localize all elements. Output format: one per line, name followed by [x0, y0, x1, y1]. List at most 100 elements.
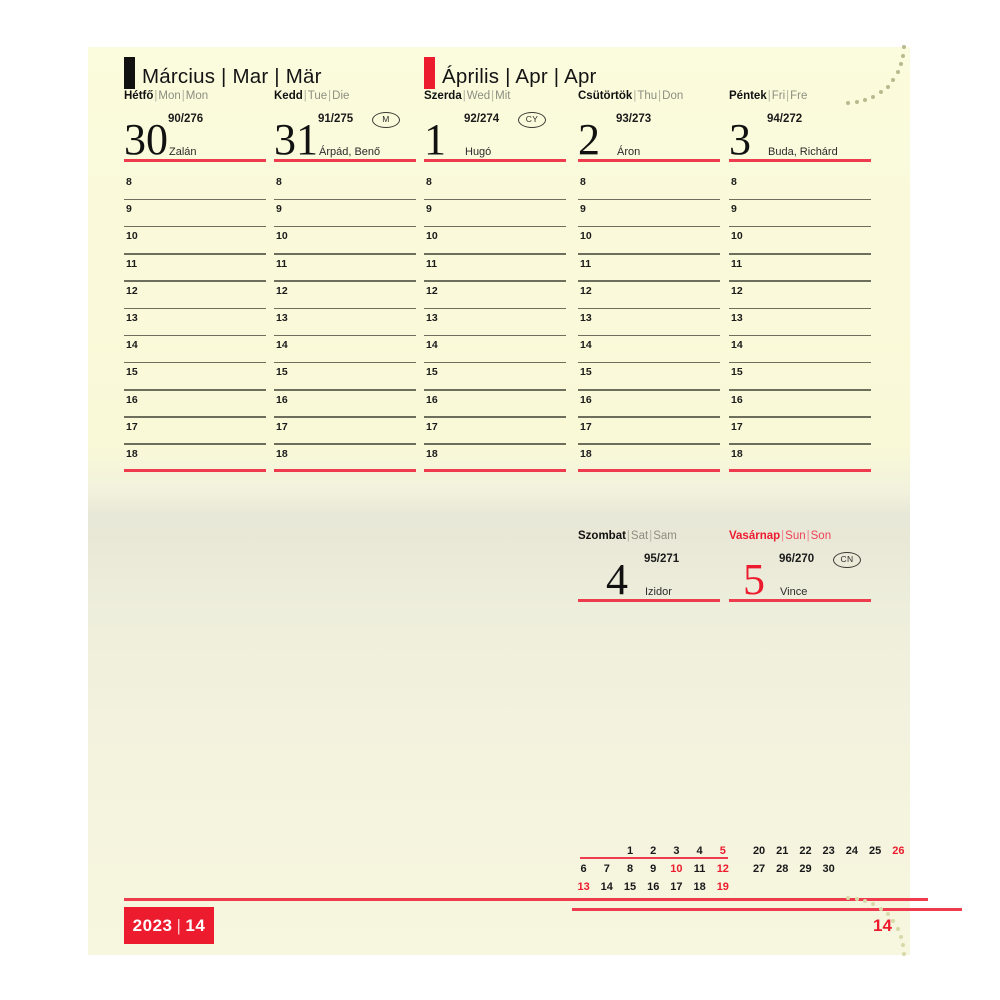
- hour-row[interactable]: 18: [124, 445, 266, 473]
- mini-calendar-day[interactable]: 28: [776, 863, 789, 875]
- hour-row[interactable]: 17: [729, 418, 871, 445]
- hour-row[interactable]: 9: [729, 200, 871, 228]
- mini-calendar-day[interactable]: [794, 878, 817, 896]
- mini-calendar-day[interactable]: 15: [623, 881, 637, 893]
- hour-row[interactable]: 14: [124, 336, 266, 364]
- hour-row[interactable]: 18: [578, 445, 720, 473]
- hour-row[interactable]: 18: [424, 445, 566, 473]
- year-week-badge[interactable]: 2023 | 14: [124, 907, 214, 944]
- mini-calendar-day[interactable]: [840, 860, 863, 878]
- mini-calendar-day[interactable]: 4: [696, 845, 703, 857]
- hour-row[interactable]: 8: [274, 173, 416, 201]
- hour-row[interactable]: 16: [729, 391, 871, 418]
- mini-calendar-day[interactable]: 17: [670, 881, 683, 893]
- hour-row[interactable]: 13: [274, 309, 416, 337]
- hour-row[interactable]: 16: [274, 391, 416, 418]
- day-column-tuesday[interactable]: Kedd|Tue|Die 31 91/275 Árpád, Benő M: [274, 90, 416, 162]
- hour-row[interactable]: 13: [424, 309, 566, 337]
- hour-row[interactable]: 11: [124, 255, 266, 282]
- mini-calendar-day[interactable]: 18: [693, 881, 706, 893]
- hour-grid-tuesday[interactable]: 8 9 10 11 12 13 14 15 16 17 18: [274, 173, 416, 473]
- hour-row[interactable]: 15: [578, 363, 720, 391]
- hour-row[interactable]: 11: [424, 255, 566, 282]
- hour-row[interactable]: 13: [578, 309, 720, 337]
- hour-row[interactable]: 17: [424, 418, 566, 445]
- hour-row[interactable]: 14: [274, 336, 416, 364]
- mini-calendar-day[interactable]: 1: [626, 845, 634, 857]
- mini-calendar-day[interactable]: 19: [716, 881, 729, 893]
- hour-row[interactable]: 11: [274, 255, 416, 282]
- hour-row[interactable]: 15: [424, 363, 566, 391]
- mini-calendar-day[interactable]: 12: [716, 863, 729, 875]
- mini-calendar-day[interactable]: 23: [822, 845, 835, 857]
- hour-row[interactable]: 9: [274, 200, 416, 228]
- day-column-monday[interactable]: Hétfő|Mon|Mon 30 90/276 Zalán: [124, 90, 266, 162]
- day-column-sunday[interactable]: Vasárnap|Sun|Son 5 96/270 Vince CN: [729, 530, 871, 602]
- day-column-friday[interactable]: Péntek|Fri|Fre 3 94/272 Buda, Richárd: [729, 90, 871, 162]
- hour-row[interactable]: 17: [274, 418, 416, 445]
- mini-calendar-day[interactable]: 25: [868, 845, 882, 857]
- mini-calendar-day[interactable]: 11: [693, 863, 706, 875]
- mini-calendar-day[interactable]: 24: [845, 845, 858, 857]
- mini-calendar-day[interactable]: 13: [577, 881, 590, 893]
- mini-calendar-day[interactable]: [863, 860, 886, 878]
- mini-calendar-day[interactable]: 5: [719, 845, 726, 857]
- hour-grid-monday[interactable]: 8 9 10 11 12 13 14 15 16 17 18: [124, 173, 266, 473]
- hour-row[interactable]: 18: [729, 445, 871, 473]
- hour-row[interactable]: 10: [274, 227, 416, 255]
- hour-row[interactable]: 12: [124, 282, 266, 309]
- hour-row[interactable]: 16: [424, 391, 566, 418]
- hour-row[interactable]: 15: [124, 363, 266, 391]
- mini-calendar-day[interactable]: [747, 878, 770, 896]
- mini-calendar-day[interactable]: [817, 878, 840, 896]
- hour-row[interactable]: 9: [578, 200, 720, 228]
- hour-row[interactable]: 9: [124, 200, 266, 228]
- hour-row[interactable]: 14: [578, 336, 720, 364]
- mini-calendar-day[interactable]: 6: [580, 863, 587, 875]
- mini-calendar-day[interactable]: 10: [670, 863, 683, 875]
- mini-month-calendar[interactable]: 1 2 3 4 5 20 21 22 23 24 25 26 6 7 8 9 10 11 12 27 28 29 30 13 1…: [572, 842, 962, 911]
- hour-grid-thursday[interactable]: 8 9 10 11 12 13 14 15 16 17 18: [578, 173, 720, 473]
- hour-row[interactable]: 9: [424, 200, 566, 228]
- hour-row[interactable]: 15: [274, 363, 416, 391]
- mini-calendar-day[interactable]: 30: [822, 863, 835, 875]
- hour-row[interactable]: 14: [729, 336, 871, 364]
- hour-row[interactable]: 12: [424, 282, 566, 309]
- hour-row[interactable]: 10: [424, 227, 566, 255]
- hour-grid-friday[interactable]: 8 9 10 11 12 13 14 15 16 17 18: [729, 173, 871, 473]
- hour-row[interactable]: 10: [729, 227, 871, 255]
- mini-calendar-day[interactable]: 14: [600, 881, 613, 893]
- mini-calendar-day[interactable]: 29: [799, 863, 812, 875]
- mini-calendar-day[interactable]: 9: [650, 863, 657, 875]
- mini-calendar-day[interactable]: [887, 860, 910, 878]
- mini-calendar-day[interactable]: 27: [752, 863, 766, 875]
- hour-row[interactable]: 14: [424, 336, 566, 364]
- hour-row[interactable]: 8: [124, 173, 266, 201]
- mini-calendar-day[interactable]: 22: [799, 845, 812, 857]
- hour-row[interactable]: 17: [578, 418, 720, 445]
- mini-calendar-day[interactable]: 7: [603, 863, 610, 875]
- mini-calendar-day[interactable]: [771, 878, 794, 896]
- hour-row[interactable]: 16: [124, 391, 266, 418]
- mini-calendar-day[interactable]: 26: [892, 845, 905, 857]
- hour-row[interactable]: 12: [274, 282, 416, 309]
- day-column-wednesday[interactable]: Szerda|Wed|Mit 1 92/274 Hugó CY: [424, 90, 566, 162]
- day-column-thursday[interactable]: Csütörtök|Thu|Don 2 93/273 Áron: [578, 90, 720, 162]
- hour-row[interactable]: 8: [729, 173, 871, 201]
- hour-row[interactable]: 10: [124, 227, 266, 255]
- mini-calendar-day[interactable]: 20: [752, 845, 766, 857]
- hour-row[interactable]: 11: [578, 255, 720, 282]
- hour-row[interactable]: 15: [729, 363, 871, 391]
- hour-row[interactable]: 18: [274, 445, 416, 473]
- mini-calendar-day[interactable]: 21: [776, 845, 789, 857]
- hour-row[interactable]: 12: [729, 282, 871, 309]
- hour-row[interactable]: 8: [424, 173, 566, 201]
- hour-row[interactable]: 16: [578, 391, 720, 418]
- hour-row[interactable]: 13: [124, 309, 266, 337]
- mini-calendar-day[interactable]: 2: [650, 845, 657, 857]
- hour-row[interactable]: 17: [124, 418, 266, 445]
- hour-row[interactable]: 13: [729, 309, 871, 337]
- hour-row[interactable]: 10: [578, 227, 720, 255]
- mini-calendar-day[interactable]: 8: [626, 863, 634, 875]
- hour-row[interactable]: 12: [578, 282, 720, 309]
